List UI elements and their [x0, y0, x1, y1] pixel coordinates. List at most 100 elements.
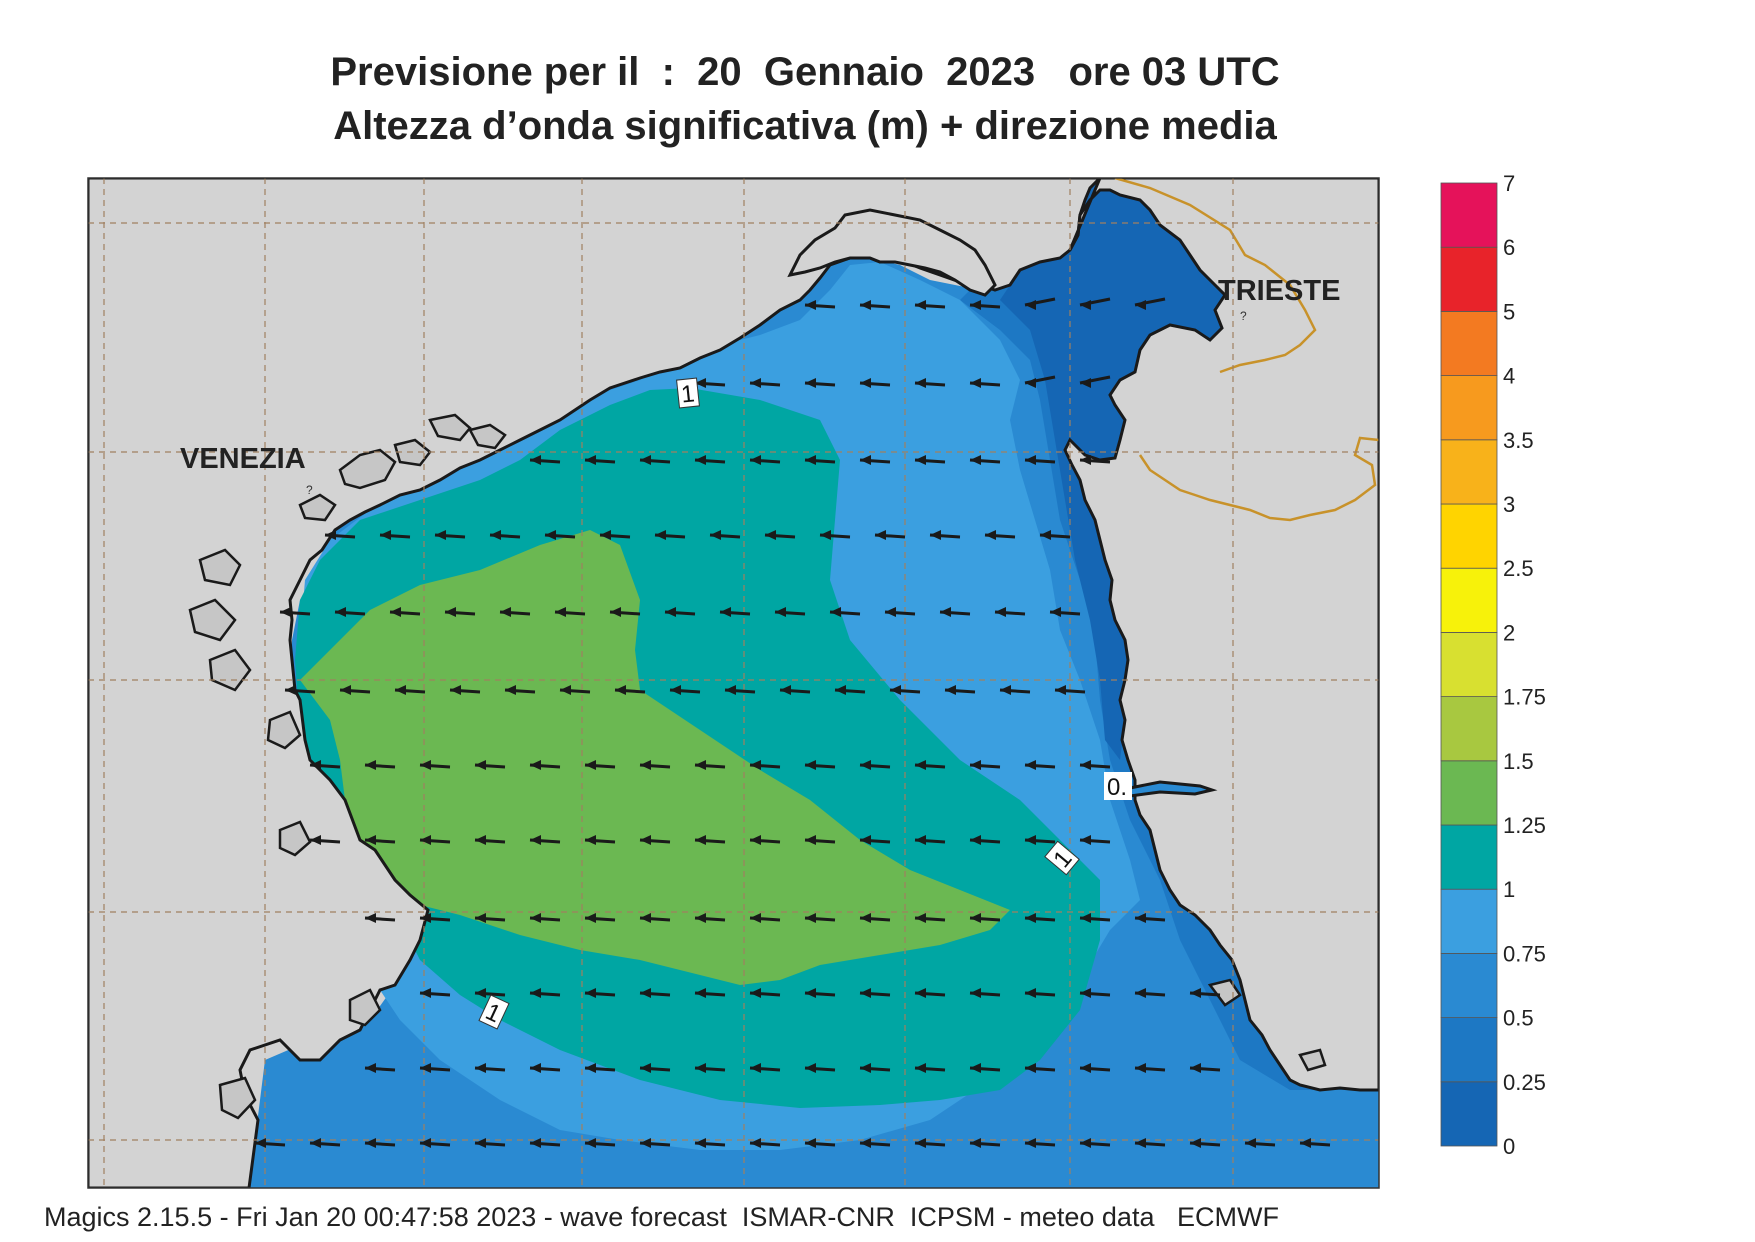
wave-arrow-head: [695, 378, 706, 388]
band-0-0.25: [1000, 178, 1379, 760]
wave-arrow-head: [1080, 1063, 1091, 1073]
wave-arrow-head: [970, 835, 981, 845]
wave-arrow-head: [1135, 1138, 1146, 1148]
wave-arrow-head: [915, 913, 926, 923]
wave-arrow-head: [970, 913, 981, 923]
wave-arrow-head: [940, 607, 951, 617]
wave-arrow-head: [640, 988, 651, 998]
wave-arrow-head: [475, 760, 486, 770]
wave-arrow-head: [805, 1063, 816, 1073]
legend-label: 5: [1503, 299, 1515, 324]
wave-arrow-head: [475, 835, 486, 845]
legend-swatch: [1440, 1081, 1498, 1147]
wave-arrow-head: [860, 455, 871, 465]
wave-direction-arrows: [254, 297, 1331, 1148]
legend-colorbar: 0 0.25 0.5 0.75 1 1.25 1.5 1.75 2 2.5 3 3.5 4 5 6 7: [1440, 171, 1546, 1159]
legend-label: 0.75: [1503, 941, 1546, 966]
wave-arrow-head: [1025, 300, 1036, 310]
wave-arrow-head: [640, 1138, 651, 1148]
legend-label: 3.5: [1503, 428, 1534, 453]
wave-arrow-head: [695, 760, 706, 770]
wave-arrow-head: [420, 988, 431, 998]
wave-arrow-head: [445, 607, 456, 617]
wave-arrow-head: [560, 685, 571, 695]
legend-label: 2: [1503, 620, 1515, 645]
wave-arrow-head: [750, 760, 761, 770]
legend-swatch: [1440, 439, 1498, 505]
wave-arrow-head: [725, 685, 736, 695]
wave-arrow-head: [420, 760, 431, 770]
wave-arrow-head: [325, 530, 336, 540]
wave-arrow-head: [435, 530, 446, 540]
wave-arrow-head: [720, 607, 731, 617]
legend-swatch: [1440, 888, 1498, 954]
legend-label: 0.25: [1503, 1070, 1546, 1095]
wave-arrow-head: [830, 607, 841, 617]
wave-arrow-head: [915, 1138, 926, 1148]
wave-arrow-head: [610, 607, 621, 617]
wave-arrow-head: [1025, 1138, 1036, 1148]
wave-arrow-head: [585, 988, 596, 998]
wave-arrow-head: [585, 835, 596, 845]
wave-arrow-head: [1135, 1063, 1146, 1073]
wave-arrow-head: [1190, 1138, 1201, 1148]
wave-arrow-head: [1080, 835, 1091, 845]
wave-arrow-head: [885, 607, 896, 617]
wave-arrow-head: [860, 1063, 871, 1073]
wave-arrow-head: [285, 685, 296, 695]
wave-arrow-head: [750, 988, 761, 998]
wave-arrow-head: [805, 760, 816, 770]
wave-arrow-head: [860, 835, 871, 845]
wave-arrow-head: [1080, 988, 1091, 998]
wave-arrow-head: [1300, 1138, 1311, 1148]
wave-arrow-head: [1080, 455, 1091, 465]
wave-arrow-head: [670, 685, 681, 695]
wave-arrow-head: [475, 988, 486, 998]
wave-arrow-head: [1025, 760, 1036, 770]
wave-arrow-head: [695, 455, 706, 465]
wave-arrow-head: [750, 1063, 761, 1073]
legend-label: 1: [1503, 877, 1515, 902]
city-label-venezia: VENEZIA: [180, 443, 306, 475]
wave-arrow-head: [450, 685, 461, 695]
wave-arrow-head: [970, 378, 981, 388]
wave-arrow-head: [805, 300, 816, 310]
wave-arrow-head: [930, 530, 941, 540]
wave-arrow-head: [555, 607, 566, 617]
wave-arrow-head: [545, 530, 556, 540]
national-border: [1114, 178, 1379, 522]
legend-label: 1.25: [1503, 813, 1546, 838]
wave-arrow-head: [640, 760, 651, 770]
wave-arrow-head: [505, 685, 516, 695]
wave-arrow-head: [970, 988, 981, 998]
wave-arrow-head: [420, 913, 431, 923]
legend-label: 2.5: [1503, 556, 1534, 581]
wave-arrow-head: [365, 913, 376, 923]
wave-arrow-head: [1025, 835, 1036, 845]
wave-arrow-head: [530, 1138, 541, 1148]
wave-arrow-head: [1080, 378, 1091, 388]
band-1.25-1.5: [300, 530, 1010, 985]
wave-arrow-head: [530, 1063, 541, 1073]
wave-arrow-head: [1080, 1138, 1091, 1148]
wave-arrow-head: [340, 685, 351, 695]
wave-arrow-head: [860, 913, 871, 923]
wave-arrow-head: [585, 760, 596, 770]
wave-arrow-head: [875, 530, 886, 540]
wave-arrow-head: [860, 378, 871, 388]
wave-arrow-head: [765, 530, 776, 540]
wave-arrow-head: [500, 607, 511, 617]
legend-label: 6: [1503, 235, 1515, 260]
wave-arrow-head: [475, 1138, 486, 1148]
legend-label: 4: [1503, 364, 1515, 389]
wave-arrow-head: [835, 685, 846, 695]
contour-label-1-south: 1: [478, 994, 510, 1030]
wave-arrow-head: [780, 685, 791, 695]
wave-arrow-head: [335, 607, 346, 617]
wave-arrow-head: [530, 760, 541, 770]
wave-arrow-head: [420, 1138, 431, 1148]
lagoon-islands: [188, 413, 1327, 1120]
wave-arrow-head: [1080, 760, 1091, 770]
venice-land: [88, 178, 1103, 1188]
